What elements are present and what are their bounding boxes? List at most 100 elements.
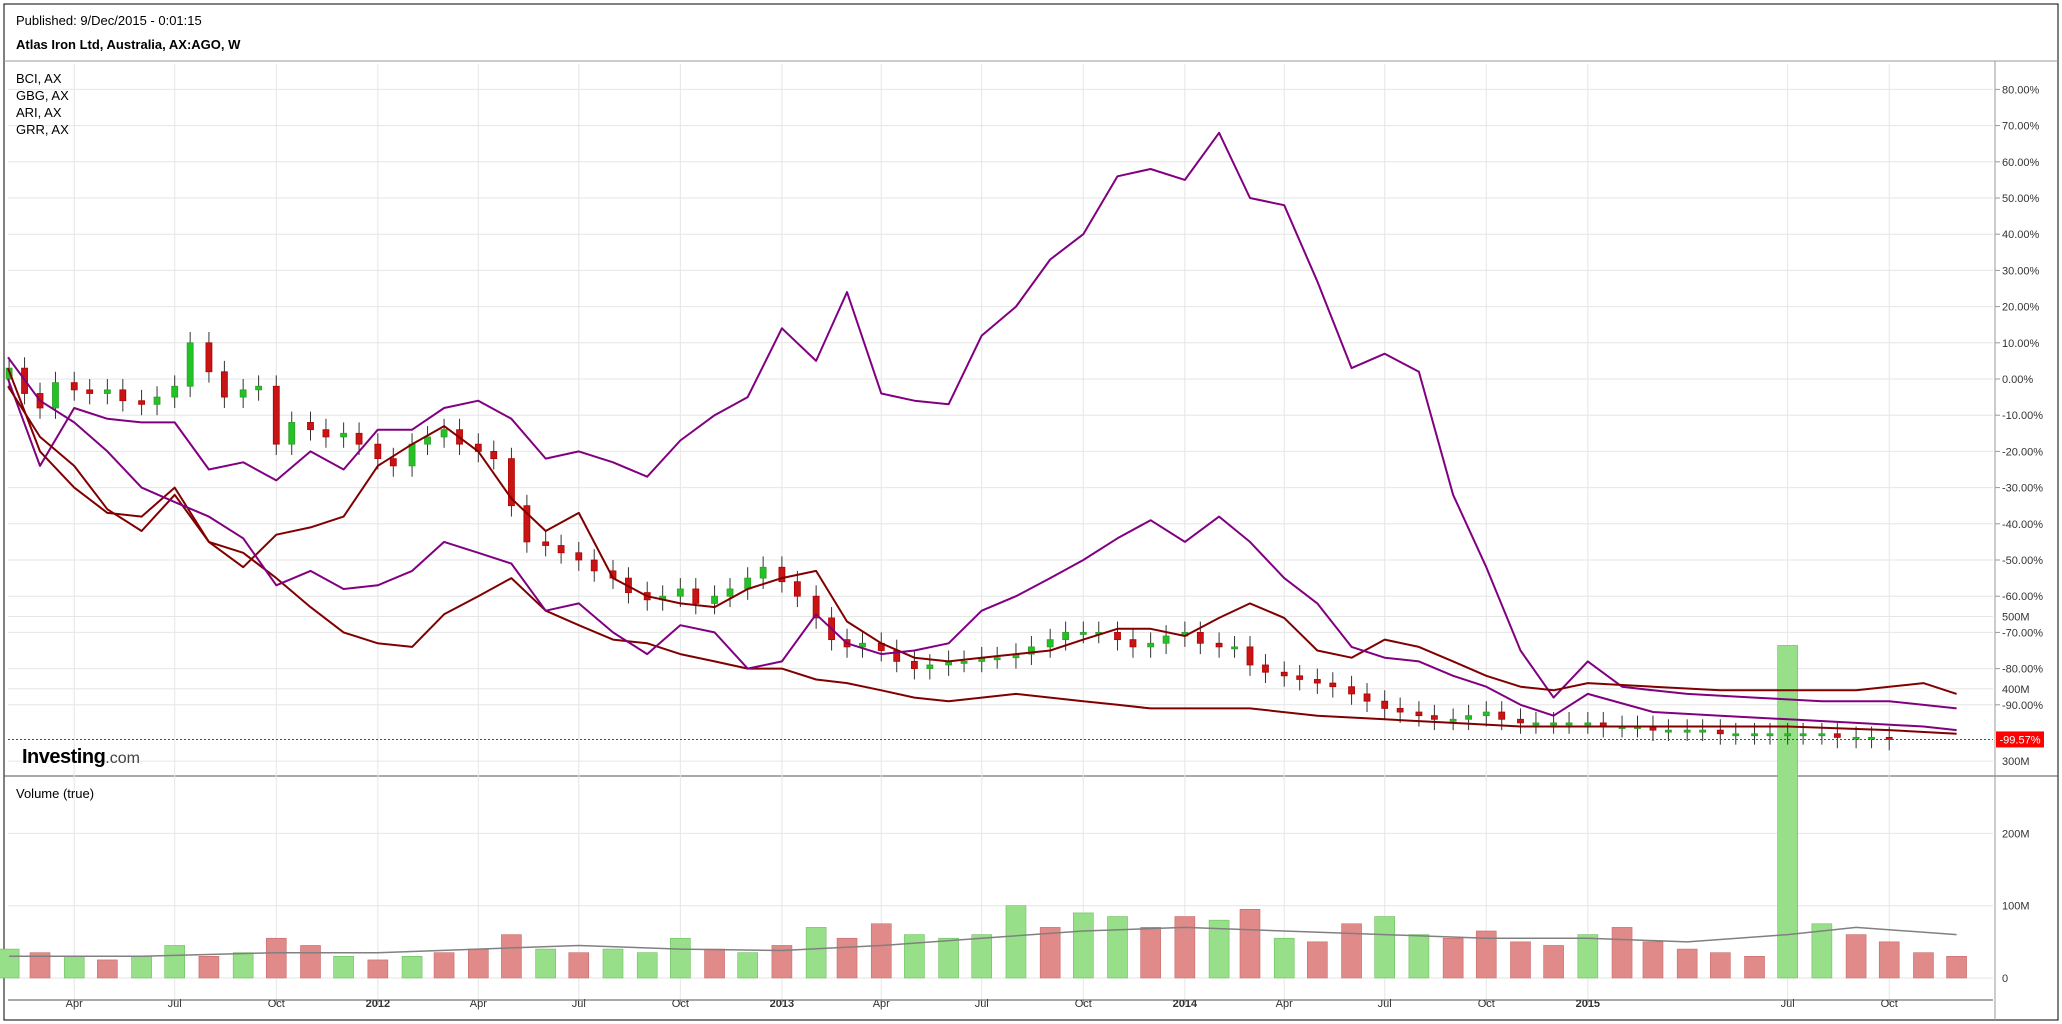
volume-bar [1946, 956, 1967, 979]
volume-bar [501, 934, 522, 979]
x-tick-label: Jul [1378, 998, 1392, 1010]
last-value-marker: -99.57% [8, 731, 2044, 748]
y-tick-label: -80.00% [2002, 664, 2043, 676]
volume-bar [737, 952, 758, 979]
x-tick-label: Jul [1781, 998, 1795, 1010]
investing-logo[interactable]: Investing.com [22, 746, 140, 769]
x-tick-label: Apr [873, 998, 890, 1010]
candle [1129, 639, 1137, 648]
y-tick-label: 30.00% [2002, 265, 2040, 277]
x-tick-label: Jul [572, 998, 586, 1010]
x-tick-label: 2015 [1576, 998, 1600, 1010]
volume-bar [771, 945, 793, 979]
candle [1716, 729, 1724, 735]
candle [812, 595, 820, 619]
x-tick-label: 2014 [1173, 998, 1198, 1010]
volume-bar [1273, 937, 1295, 979]
candle [1280, 671, 1288, 677]
candle [1766, 733, 1774, 737]
volume-panel [0, 645, 1967, 979]
volume-bar [0, 948, 20, 979]
volume-bar [535, 948, 556, 979]
candle [239, 389, 247, 398]
volume-ma-line [9, 926, 1957, 958]
y-tick-label: 20.00% [2002, 302, 2040, 314]
candle [1046, 639, 1054, 648]
volume-bar [1005, 905, 1027, 979]
candle [1329, 682, 1337, 688]
candle [153, 396, 161, 405]
volume-bar [1307, 941, 1328, 979]
y-tick-label: 10.00% [2002, 338, 2040, 350]
volume-bar [1208, 919, 1230, 979]
x-tick-label: Oct [268, 998, 285, 1010]
candle [726, 588, 734, 597]
candle [307, 422, 314, 431]
last-value-text: -99.57% [2000, 734, 2041, 746]
candle [1215, 642, 1223, 648]
volume-bar [670, 937, 691, 979]
candle [778, 566, 786, 583]
candle [186, 342, 194, 387]
volume-bar [401, 956, 423, 979]
published-timestamp: Published: 9/Dec/2015 - 0:01:15 [16, 13, 202, 28]
y-tick-label: 60.00% [2002, 157, 2040, 169]
vol-tick-label: 500M [2002, 612, 2030, 624]
y-tick-label: 50.00% [2002, 193, 2040, 205]
candle [322, 429, 330, 438]
y-tick-label: -40.00% [2002, 519, 2043, 531]
volume-bar [1374, 916, 1395, 979]
candle [355, 432, 363, 445]
candle [1482, 711, 1490, 717]
y-tick-label: 70.00% [2002, 121, 2040, 133]
y-tick-label: -70.00% [2002, 627, 2043, 639]
volume-bar [1577, 934, 1599, 979]
candle [1262, 664, 1269, 673]
volume-bar [1107, 916, 1128, 979]
y-tick-label: -90.00% [2002, 700, 2043, 712]
candle [389, 458, 397, 467]
volume-bar [1174, 916, 1196, 979]
chart-title: Atlas Iron Ltd, Australia, AX:AGO, W [16, 37, 241, 52]
candle [103, 389, 111, 394]
vol-tick-label: 300M [2002, 756, 2030, 768]
y-tick-label: 0.00% [2002, 374, 2033, 386]
x-tick-label: Apr [470, 998, 487, 1010]
volume-bar [1744, 956, 1765, 979]
candle [1196, 632, 1204, 644]
candle [1162, 635, 1170, 644]
volume-bar [367, 959, 389, 979]
candle [1415, 711, 1423, 717]
candle [1498, 711, 1506, 720]
candle [523, 505, 531, 543]
candle [910, 660, 918, 669]
x-tick-label: Jul [168, 998, 182, 1010]
vol-tick-label: 100M [2002, 901, 2030, 913]
price-candles [5, 331, 1893, 751]
candle [255, 385, 263, 391]
series-line-grr [7, 356, 1957, 732]
candle [52, 382, 59, 409]
volume-bar [704, 948, 725, 979]
comparison-series [7, 131, 1957, 735]
y-tick-label: -10.00% [2002, 410, 2043, 422]
candle [508, 458, 515, 507]
y-tick-label: -20.00% [2002, 446, 2043, 458]
candle [575, 552, 583, 561]
candle [1296, 675, 1304, 680]
candle [1313, 679, 1321, 684]
legend-entry-ari: ARI, AX [16, 105, 62, 120]
volume-bar [904, 934, 925, 979]
candle [926, 664, 934, 669]
series-line-gbg [7, 367, 1957, 695]
candle [1868, 736, 1875, 740]
volume-bar [938, 937, 959, 979]
legend-entry-grr: GRR, AX [16, 122, 69, 137]
legend: BCI, AX GBG, AX ARI, AX GRR, AX [16, 70, 69, 138]
x-tick-label: Oct [672, 998, 689, 1010]
candle [1517, 718, 1524, 724]
volume-bar [1642, 941, 1664, 979]
logo-suffix-text: .com [105, 750, 140, 767]
legend-entry-bci: BCI, AX [16, 71, 62, 86]
volume-bar [433, 952, 455, 979]
